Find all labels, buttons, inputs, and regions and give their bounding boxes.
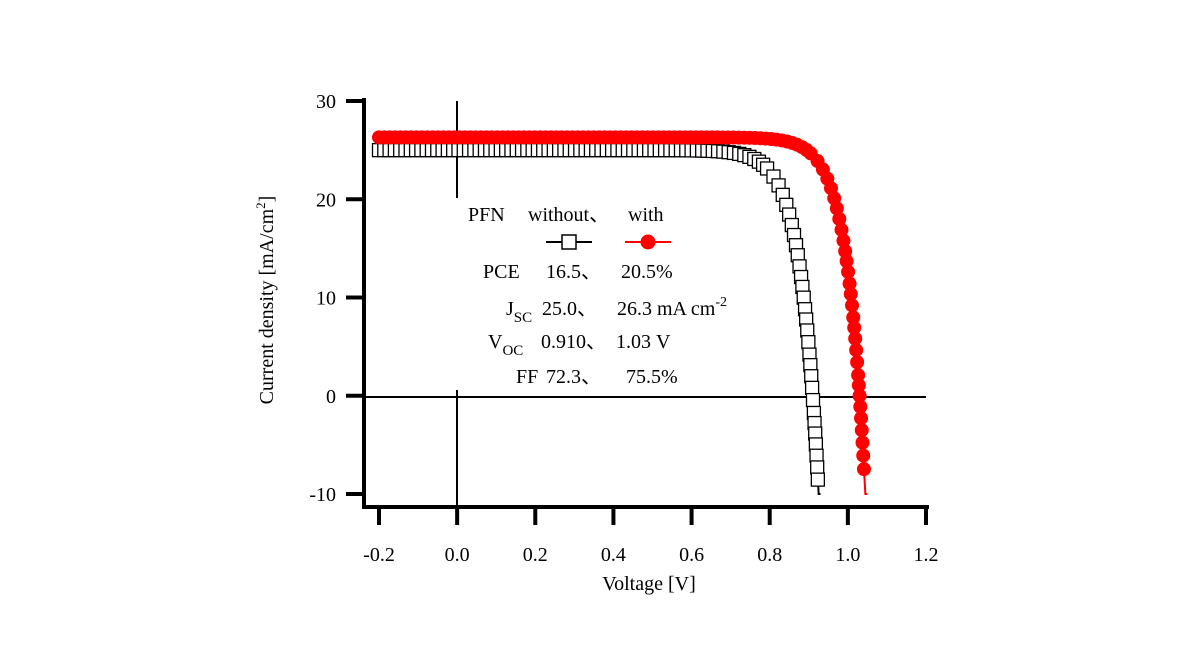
series-2-marker xyxy=(853,399,868,414)
series-2-marker xyxy=(846,310,861,325)
y-axis-title-sup: 2 xyxy=(253,202,268,209)
series-2-marker xyxy=(839,254,854,269)
x-tick-label: 0.8 xyxy=(757,544,782,566)
y-tick-label: 0 xyxy=(326,386,336,408)
series-2-marker xyxy=(836,233,851,248)
legend-ff-label: FF xyxy=(516,366,538,388)
series-1-marker xyxy=(804,380,820,396)
series-2-marker xyxy=(848,331,863,346)
series-1-line xyxy=(379,149,821,495)
legend-voc-sub: OC xyxy=(502,343,523,359)
x-tick-label: 1.0 xyxy=(835,544,860,566)
legend-ff-values: 72.3、 75.5% xyxy=(546,366,678,388)
legend-symbol-with xyxy=(625,234,671,250)
x-tick-label: -0.2 xyxy=(363,544,395,566)
legend-jsc-sub: SC xyxy=(514,310,532,326)
series-layer xyxy=(371,130,871,495)
series-1-marker xyxy=(801,335,816,350)
series-1-marker xyxy=(810,460,825,475)
series-2-marker xyxy=(843,287,858,302)
legend-pce-label: PCE xyxy=(483,261,520,283)
legend: PFN without、 with PCE 16.5、 20.5% JSC 25… xyxy=(468,204,727,388)
legend-without: without、 xyxy=(528,204,609,226)
y-tick-label: 10 xyxy=(316,288,336,310)
series-2-marker xyxy=(834,222,849,237)
y-ticks: -10 0 10 20 30 xyxy=(309,91,364,506)
series-2-marker xyxy=(855,435,870,450)
legend-jsc-label: JSC xyxy=(506,298,532,326)
y-axis-title-end: ] xyxy=(256,196,278,203)
x-tick-label: 0.6 xyxy=(679,544,704,566)
x-axis-title: Voltage [V] xyxy=(602,573,696,595)
legend-jsc-values-main: 25.0、 26.3 mA cm xyxy=(542,298,716,320)
series-2-marker xyxy=(849,343,864,358)
y-tick-label: 30 xyxy=(316,91,336,113)
x-tick-label: 0.2 xyxy=(523,544,548,566)
legend-with: with xyxy=(628,204,664,226)
y-tick-label: 20 xyxy=(316,189,336,211)
y-axis-title-main: Current density [mA/cm xyxy=(256,208,278,404)
series-2-marker xyxy=(854,423,869,438)
series-2-marker xyxy=(841,264,856,279)
series-2-marker xyxy=(852,388,867,403)
series-2-marker xyxy=(842,276,857,291)
legend-voc-main: V xyxy=(488,331,503,353)
series-2-marker xyxy=(832,211,847,226)
legend-voc-values: 0.910、 1.03 V xyxy=(541,331,671,353)
legend-voc-label: VOC xyxy=(488,331,523,359)
legend-marker-without xyxy=(561,234,577,250)
series-2-marker xyxy=(850,355,865,370)
series-2-marker xyxy=(854,411,869,426)
series-2-marker xyxy=(829,201,844,216)
legend-marker-with xyxy=(640,234,656,250)
series-1-marker xyxy=(805,392,821,408)
x-tick-label: 0.0 xyxy=(445,544,470,566)
x-tick-label: 1.2 xyxy=(914,544,939,566)
y-axis-title: Current density [mA/cm2] xyxy=(253,196,278,405)
legend-pfn: PFN xyxy=(468,204,505,226)
series-2 xyxy=(372,130,871,495)
legend-pce-values: 16.5、 20.5% xyxy=(546,261,673,283)
series-1-marker xyxy=(809,448,824,463)
series-2-marker xyxy=(856,462,871,477)
x-ticks: -0.2 0.0 0.2 0.4 0.6 0.8 1.0 1.2 xyxy=(363,507,939,566)
y-tick-label: -10 xyxy=(309,484,336,506)
legend-jsc-main: J xyxy=(506,298,514,320)
legend-symbol-without xyxy=(546,234,592,250)
series-2-marker xyxy=(851,368,866,383)
series-2-marker xyxy=(856,448,871,463)
series-2-marker xyxy=(851,378,866,393)
series-1-marker xyxy=(810,472,826,487)
legend-jsc-values: 25.0、 26.3 mA cm-2 xyxy=(542,295,727,320)
series-2-marker xyxy=(845,298,860,313)
legend-jsc-values-sup: -2 xyxy=(715,295,727,310)
x-tick-label: 0.4 xyxy=(601,544,626,566)
series-2-marker xyxy=(847,320,862,335)
